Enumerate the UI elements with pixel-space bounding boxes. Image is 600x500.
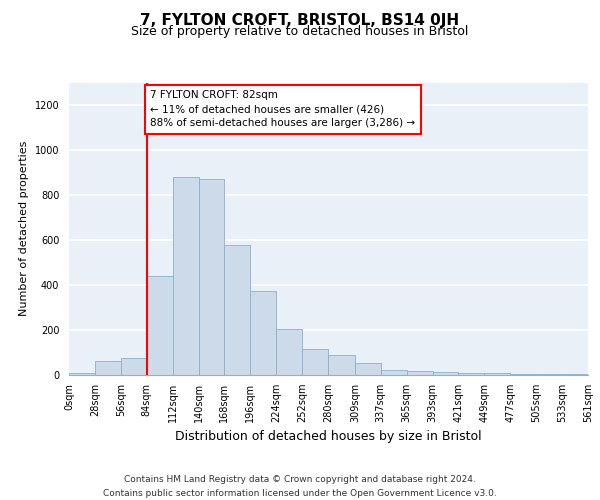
Text: 7 FYLTON CROFT: 82sqm
← 11% of detached houses are smaller (426)
88% of semi-det: 7 FYLTON CROFT: 82sqm ← 11% of detached … bbox=[151, 90, 416, 128]
Bar bbox=[173, 178, 199, 375]
Bar bbox=[562, 374, 588, 375]
Bar bbox=[147, 276, 173, 375]
X-axis label: Distribution of detached houses by size in Bristol: Distribution of detached houses by size … bbox=[175, 430, 482, 444]
Text: Size of property relative to detached houses in Bristol: Size of property relative to detached ho… bbox=[131, 25, 469, 38]
Bar bbox=[381, 370, 407, 375]
Bar bbox=[458, 373, 484, 375]
Bar bbox=[328, 355, 355, 375]
Bar bbox=[199, 180, 224, 375]
Bar bbox=[95, 361, 121, 375]
Bar bbox=[250, 290, 276, 375]
Bar bbox=[536, 374, 562, 375]
Bar bbox=[484, 373, 510, 375]
Bar bbox=[433, 372, 458, 375]
Y-axis label: Number of detached properties: Number of detached properties bbox=[19, 141, 29, 316]
Bar bbox=[121, 358, 147, 375]
Bar bbox=[302, 349, 328, 375]
Text: Contains HM Land Registry data © Crown copyright and database right 2024.
Contai: Contains HM Land Registry data © Crown c… bbox=[103, 476, 497, 498]
Bar bbox=[224, 244, 250, 375]
Bar bbox=[69, 373, 95, 375]
Bar bbox=[355, 362, 381, 375]
Bar bbox=[276, 329, 302, 375]
Bar bbox=[407, 371, 433, 375]
Text: 7, FYLTON CROFT, BRISTOL, BS14 0JH: 7, FYLTON CROFT, BRISTOL, BS14 0JH bbox=[140, 12, 460, 28]
Bar bbox=[510, 374, 536, 375]
